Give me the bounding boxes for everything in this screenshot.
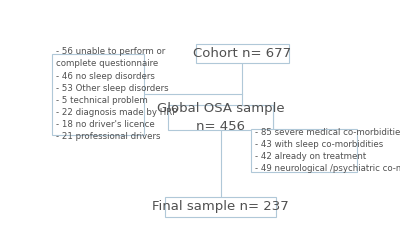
FancyBboxPatch shape bbox=[168, 105, 273, 130]
Text: - 56 unable to perform or
complete questionnaire
- 46 no sleep disorders
- 53 Ot: - 56 unable to perform or complete quest… bbox=[56, 47, 178, 141]
FancyBboxPatch shape bbox=[196, 44, 289, 63]
Text: - 85 severe medical co-morbidities
- 43 with sleep co-morbidities
- 42 already o: - 85 severe medical co-morbidities - 43 … bbox=[255, 128, 400, 173]
Text: Final sample n= 237: Final sample n= 237 bbox=[152, 200, 289, 213]
Text: Cohort n= 677: Cohort n= 677 bbox=[193, 47, 291, 60]
FancyBboxPatch shape bbox=[52, 53, 144, 135]
FancyBboxPatch shape bbox=[252, 129, 357, 172]
FancyBboxPatch shape bbox=[165, 197, 276, 216]
Text: Global OSA sample
n= 456: Global OSA sample n= 456 bbox=[157, 102, 284, 133]
